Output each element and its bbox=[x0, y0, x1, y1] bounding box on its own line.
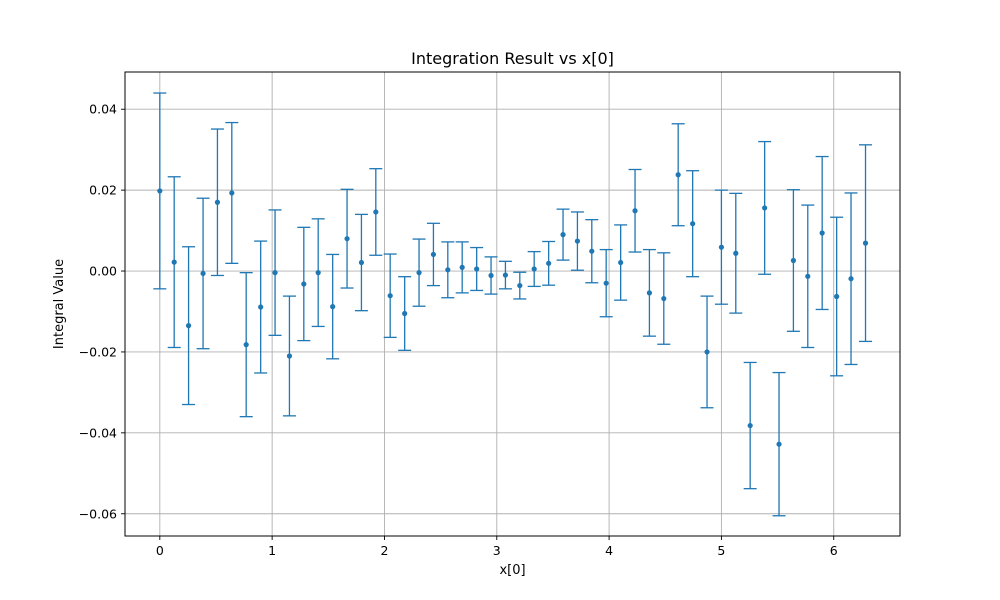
y-tick-label: 0.00 bbox=[89, 264, 117, 279]
x-tick-label: 5 bbox=[717, 543, 725, 558]
data-point bbox=[819, 230, 825, 236]
data-points bbox=[157, 172, 869, 447]
x-tick-label: 1 bbox=[268, 543, 276, 558]
data-point bbox=[589, 248, 595, 254]
data-point bbox=[200, 270, 206, 277]
data-point bbox=[790, 257, 797, 264]
data-point bbox=[373, 209, 379, 215]
y-tick-label: 0.02 bbox=[89, 183, 117, 198]
data-point bbox=[315, 270, 321, 276]
data-point bbox=[632, 208, 638, 214]
plot-frame bbox=[124, 71, 901, 537]
data-point bbox=[690, 221, 696, 227]
data-point bbox=[185, 323, 192, 329]
data-point bbox=[574, 238, 581, 244]
x-tick-label: 6 bbox=[830, 543, 838, 558]
x-tick-label: 0 bbox=[156, 543, 164, 558]
y-tick-label: 0.04 bbox=[89, 102, 117, 117]
data-point bbox=[358, 259, 365, 266]
chart-title: Integration Result vs x[0] bbox=[411, 49, 614, 68]
data-point bbox=[762, 205, 768, 211]
data-point bbox=[862, 240, 869, 246]
x-axis-label: x[0] bbox=[499, 563, 525, 578]
data-point bbox=[776, 441, 782, 447]
data-point bbox=[229, 190, 235, 196]
error-bars bbox=[153, 92, 873, 517]
data-point bbox=[675, 172, 681, 178]
y-tick-label: −0.02 bbox=[79, 344, 117, 359]
x-tick-label: 4 bbox=[605, 543, 613, 558]
data-point bbox=[387, 293, 393, 299]
data-point bbox=[560, 232, 566, 238]
data-point bbox=[603, 280, 609, 286]
data-point bbox=[445, 267, 451, 273]
grid-lines bbox=[125, 72, 900, 536]
axis-ticks: 0 1 2 3 4 5 6 −0.06 −0.04 −0.02 0.00 0.02 0.04 bbox=[79, 102, 838, 558]
data-point bbox=[618, 259, 624, 266]
data-point bbox=[286, 353, 293, 359]
data-point bbox=[330, 304, 336, 310]
data-point bbox=[301, 281, 307, 287]
data-point bbox=[157, 188, 163, 194]
data-point bbox=[733, 250, 739, 256]
data-point bbox=[214, 199, 221, 205]
data-point bbox=[546, 260, 552, 266]
data-point bbox=[416, 270, 422, 276]
data-point bbox=[459, 264, 465, 270]
data-point bbox=[848, 276, 854, 282]
data-point bbox=[243, 342, 249, 348]
data-point bbox=[718, 244, 725, 250]
y-tick-label: −0.04 bbox=[79, 425, 117, 440]
data-point bbox=[402, 310, 408, 317]
data-point bbox=[805, 273, 811, 279]
data-point bbox=[430, 251, 437, 258]
x-tick-label: 3 bbox=[493, 543, 501, 558]
data-point bbox=[646, 290, 653, 296]
data-point bbox=[834, 293, 840, 300]
data-point bbox=[272, 270, 278, 276]
data-point bbox=[502, 272, 509, 278]
data-point bbox=[747, 422, 753, 429]
y-tick-label: −0.06 bbox=[79, 506, 117, 521]
y-axis-label: Integral Value bbox=[52, 259, 67, 349]
data-point bbox=[488, 272, 494, 279]
data-point bbox=[704, 349, 710, 355]
data-point bbox=[171, 259, 177, 265]
data-point bbox=[474, 266, 480, 272]
data-point bbox=[258, 304, 264, 310]
data-point bbox=[531, 266, 537, 272]
data-point bbox=[517, 282, 523, 289]
data-point bbox=[344, 236, 350, 242]
data-point bbox=[661, 295, 667, 302]
x-tick-label: 2 bbox=[380, 543, 388, 558]
